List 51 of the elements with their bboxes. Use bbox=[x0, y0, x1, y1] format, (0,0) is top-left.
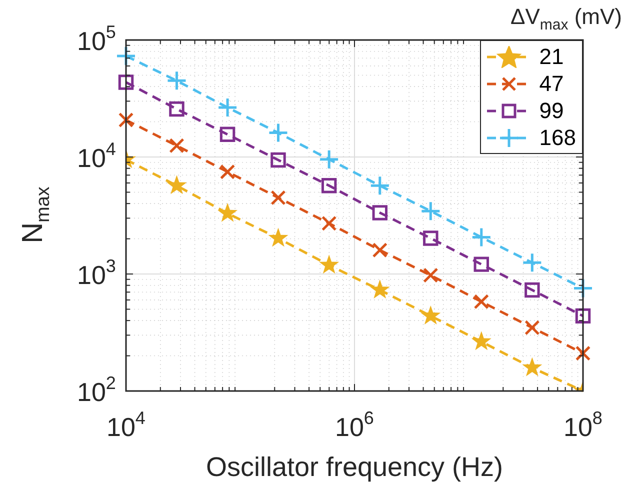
legend-label: 21 bbox=[539, 44, 564, 70]
legend-title: ΔV$_{max}$ (mV) bbox=[510, 4, 622, 34]
y-tick-label: 10$^{4}$ bbox=[77, 138, 116, 172]
point bbox=[423, 230, 438, 246]
point bbox=[118, 74, 134, 90]
point bbox=[522, 252, 542, 273]
point bbox=[169, 101, 184, 117]
point bbox=[220, 164, 236, 180]
point bbox=[318, 149, 340, 170]
point bbox=[217, 97, 238, 118]
point bbox=[321, 178, 337, 194]
point bbox=[420, 200, 441, 222]
point bbox=[268, 228, 288, 247]
point bbox=[218, 202, 238, 222]
point bbox=[575, 308, 591, 324]
point bbox=[370, 279, 390, 298]
point bbox=[420, 305, 441, 324]
point bbox=[270, 190, 286, 206]
point bbox=[166, 175, 187, 194]
x-tick-label: 10$^{4}$ bbox=[106, 408, 146, 442]
point bbox=[524, 320, 540, 336]
point bbox=[118, 112, 134, 128]
point bbox=[321, 216, 337, 231]
point bbox=[169, 138, 184, 154]
y-tick-label: 10$^{3}$ bbox=[77, 256, 116, 290]
point bbox=[423, 268, 438, 283]
point bbox=[474, 256, 489, 272]
y-tick-label: 10$^{5}$ bbox=[77, 22, 116, 56]
point bbox=[575, 346, 591, 361]
point bbox=[474, 294, 489, 310]
point bbox=[319, 254, 340, 274]
point bbox=[370, 175, 390, 196]
point bbox=[372, 242, 388, 258]
x-axis-title: Oscillator frequency (Hz) bbox=[204, 452, 504, 483]
point bbox=[220, 126, 236, 142]
point bbox=[471, 331, 492, 350]
point bbox=[372, 205, 388, 220]
x-tick-label: 10$^{6}$ bbox=[335, 408, 374, 442]
point bbox=[270, 152, 286, 168]
y-tick-label: 10$^{2}$ bbox=[77, 372, 116, 406]
point bbox=[471, 227, 492, 248]
legend-label: 47 bbox=[539, 70, 564, 96]
point bbox=[166, 70, 187, 91]
legend-label: 168 bbox=[539, 124, 576, 150]
point bbox=[572, 278, 594, 299]
point bbox=[524, 282, 540, 298]
x-tick-label: 10$^{8}$ bbox=[564, 408, 602, 442]
legend-label: 99 bbox=[539, 98, 564, 124]
point bbox=[522, 357, 542, 376]
point bbox=[116, 46, 136, 66]
point bbox=[268, 122, 288, 144]
